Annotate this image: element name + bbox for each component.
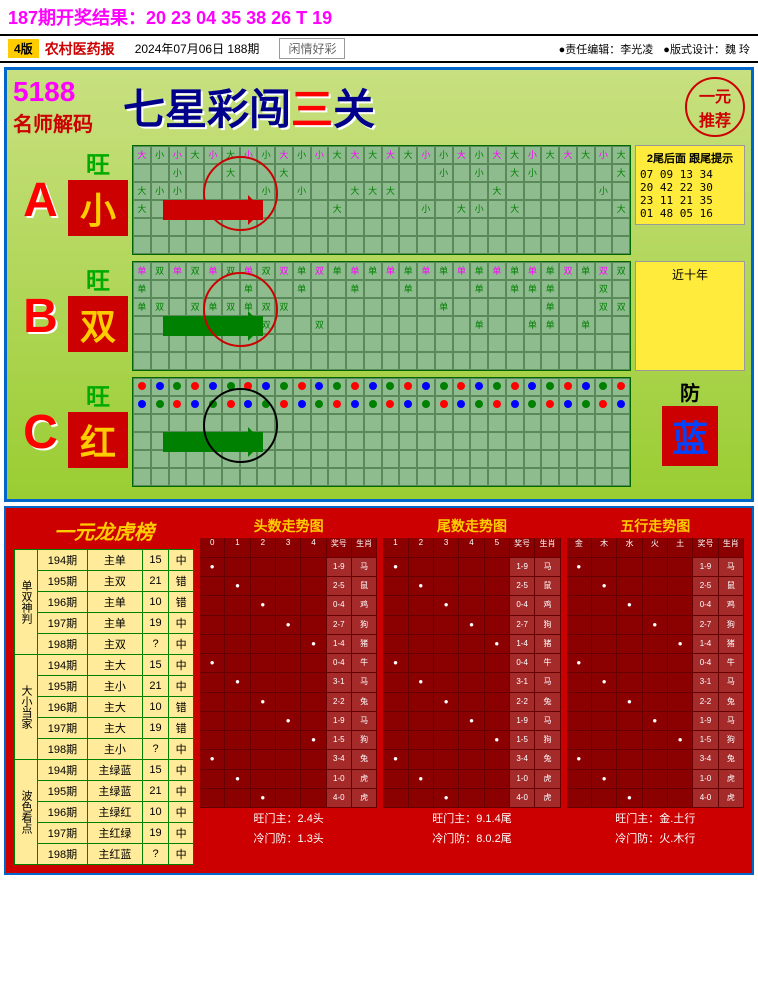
trend-grid: 金木水火土奖号生肖●1-9马●2-5鼠●0-4鸡●2-7狗●1-4猪●0-4牛●… xyxy=(567,538,744,808)
letter-C: C xyxy=(13,377,68,487)
wang-box: 旺双 xyxy=(68,261,128,371)
tail-hint: 2尾后面 跟尾提示07 09 13 3420 42 22 3023 11 21 … xyxy=(635,145,745,225)
dt-title: 一元龙虎榜 xyxy=(14,516,194,545)
top-result: 187期开奖结果：20 23 04 35 38 26 T 19 xyxy=(0,0,758,34)
code-5188: 5188 xyxy=(13,76,93,108)
wang-char: 旺 xyxy=(68,377,128,412)
trend-footer: 旺门主：9.1.4尾 xyxy=(383,808,560,828)
editor-credit: ●责任编辑：李光凌 xyxy=(559,41,654,57)
trend-footer: 旺门主：金.土行 xyxy=(567,808,744,828)
letter-B: B xyxy=(13,261,68,371)
trend-chart: 尾数走势图12345奖号生肖●1-9马●2-5鼠●0-4鸡●2-7狗●1-4猪●… xyxy=(383,516,560,865)
title-pre: 七星彩闯 xyxy=(123,86,291,133)
circle-mark xyxy=(203,156,278,231)
side-box: 2尾后面 跟尾提示07 09 13 3420 42 22 3023 11 21 … xyxy=(635,145,745,255)
side-box: 近十年 xyxy=(635,261,745,371)
trend-title: 五行走势图 xyxy=(567,516,744,536)
fang-char: 防 xyxy=(635,377,745,406)
big-char: 双 xyxy=(68,296,128,352)
grid-area: 单双单双单双单双双单双单单单单单单单单单单单单单双单双双单单单单单单单单单双单双… xyxy=(132,261,631,371)
trend-grid: 12345奖号生肖●1-9马●2-5鼠●0-4鸡●2-7狗●1-4猪●0-4牛●… xyxy=(383,538,560,808)
circle-mark xyxy=(203,388,278,463)
bottom-frame: 一元龙虎榜 单双神判194期主单15中195期主双21错196期主单10错197… xyxy=(4,506,754,875)
title-san: 三 xyxy=(291,86,333,133)
designer-credit: ●版式设计：魏 玲 xyxy=(663,41,750,57)
title-row: 5188 名师解码 七星彩闯三关 一元 推荐 xyxy=(13,76,745,137)
paper-name: 农村医药报 xyxy=(45,39,115,59)
trend-title: 头数走势图 xyxy=(200,516,377,536)
version-badge: 4版 xyxy=(8,39,39,58)
lan-char: 蓝 xyxy=(662,406,718,466)
circle-mark xyxy=(203,272,278,347)
grid-area: 大小小大小大小小大小小大大大大大小小大小大大小大大大小大小大大小小大小大大小小小… xyxy=(132,145,631,255)
trend-title: 尾数走势图 xyxy=(383,516,560,536)
trend-chart: 头数走势图01234奖号生肖●1-9马●2-5鼠●0-4鸡●2-7狗●1-4猪●… xyxy=(200,516,377,865)
trend-chart: 五行走势图金木水火土奖号生肖●1-9马●2-5鼠●0-4鸡●2-7狗●1-4猪●… xyxy=(567,516,744,865)
section-B: B旺双单双单双单双单双双单双单单单单单单单单单单单单单双单双双单单单单单单单单单… xyxy=(13,261,745,371)
master-decode: 名师解码 xyxy=(13,108,93,137)
yuan-line2: 推荐 xyxy=(699,107,731,131)
grid-area xyxy=(132,377,631,487)
letter-A: A xyxy=(13,145,68,255)
title-post: 关 xyxy=(333,86,375,133)
wang-char: 旺 xyxy=(68,261,128,296)
dt-table: 单双神判194期主单15中195期主双21错196期主单10错197期主单19中… xyxy=(14,549,194,865)
section-A: A旺小大小小大小大小小大小小大大大大大小小大小大大小大大大小大小大大小小大小大大… xyxy=(13,145,745,255)
yuan-line1: 一元 xyxy=(699,83,731,107)
wang-char: 旺 xyxy=(68,145,128,180)
trend-footer: 旺门主：2.4头 xyxy=(200,808,377,828)
yuan-recommend: 一元 推荐 xyxy=(685,77,745,137)
trend-grid: 01234奖号生肖●1-9马●2-5鼠●0-4鸡●2-7狗●1-4猪●0-4牛●… xyxy=(200,538,377,808)
date-info: 2024年07月06日 188期 xyxy=(135,40,260,57)
recent-years: 近十年 xyxy=(635,261,745,371)
side-box: 防蓝 xyxy=(635,377,745,487)
wang-box: 旺小 xyxy=(68,145,128,255)
dragon-tiger-panel: 一元龙虎榜 单双神判194期主单15中195期主双21错196期主单10错197… xyxy=(14,516,194,865)
header-bar: 4版 农村医药报 2024年07月06日 188期 闲情好彩 ●责任编辑：李光凌… xyxy=(0,34,758,63)
fang-box: 防蓝 xyxy=(635,377,745,466)
leisure-label: 闲情好彩 xyxy=(279,38,345,59)
main-frame: 5188 名师解码 七星彩闯三关 一元 推荐 A旺小大小小大小大小小大小小大大大… xyxy=(4,67,754,502)
wang-box: 旺红 xyxy=(68,377,128,487)
big-char: 红 xyxy=(68,412,128,468)
main-title: 七星彩闯三关 xyxy=(123,76,685,137)
big-char: 小 xyxy=(68,180,128,236)
section-C: C旺红 防蓝 xyxy=(13,377,745,487)
